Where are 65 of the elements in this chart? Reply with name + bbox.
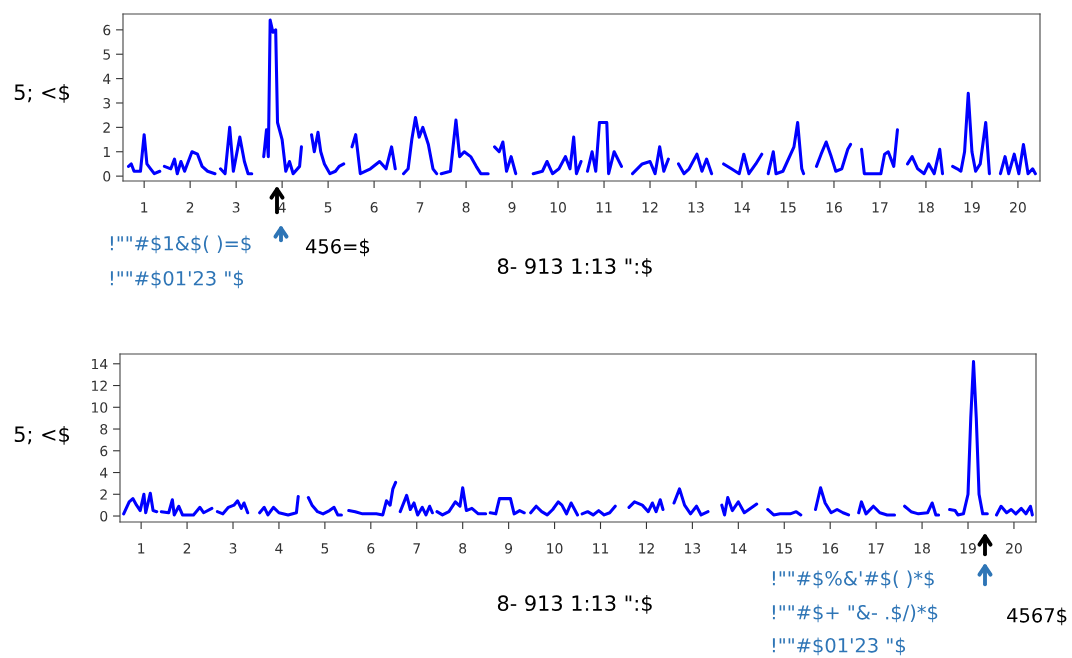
- x-tick-label: 11: [593, 543, 609, 554]
- x-tick-label: 13: [685, 543, 701, 554]
- x-tick-label: 4: [275, 543, 283, 554]
- y-tick-label: 14: [92, 358, 108, 370]
- x-tick-label: 11: [596, 202, 612, 213]
- y-axis-title: 5; <$: [14, 425, 70, 445]
- x-tick-label: 12: [642, 202, 658, 213]
- x-tick-label: 10: [550, 202, 566, 213]
- x-tick-label: 19: [964, 202, 980, 213]
- x-tick-label: 2: [183, 543, 191, 554]
- y-tick-label: 5: [103, 49, 110, 60]
- x-tick-label: 8: [462, 202, 470, 213]
- x-tick-label: 16: [826, 202, 842, 213]
- x-tick-label: 7: [413, 543, 420, 554]
- y-tick-label: 4: [103, 73, 111, 84]
- x-tick-label: 20: [1006, 543, 1022, 554]
- x-tick-label: 3: [232, 202, 240, 213]
- text: !""#$1&$( )=$: [110, 235, 251, 254]
- x-axis-title: 8- 913 1:13 ":$: [497, 257, 652, 277]
- x-tick-label: 1: [138, 543, 145, 554]
- x-tick-label: 9: [505, 543, 513, 554]
- x-tick-label: 8: [459, 543, 467, 554]
- x-tick-label: 17: [872, 202, 888, 213]
- text: 4567$: [1007, 607, 1067, 626]
- text: !""#$01'23 "$: [772, 637, 906, 656]
- x-tick-label: 9: [508, 202, 516, 213]
- y-tick-label: 6: [100, 445, 108, 457]
- x-tick-label: 13: [688, 202, 704, 213]
- x-tick-label: 16: [822, 543, 839, 554]
- x-tick-label: 19: [960, 543, 976, 554]
- x-tick-label: 5: [324, 202, 332, 213]
- text: !""#$+ "&- .$/)*$: [772, 604, 938, 623]
- text: !""#$01'23 "$: [110, 270, 244, 289]
- x-tick-label: 17: [868, 543, 884, 554]
- x-tick-label: 10: [547, 543, 563, 554]
- x-tick-label: 15: [780, 202, 796, 213]
- y-tick-label: 6: [103, 24, 111, 36]
- x-tick-label: 1: [141, 202, 148, 213]
- y-tick-label: 4: [100, 467, 108, 478]
- x-axis-title: 8- 913 1:13 ":$: [497, 594, 652, 614]
- y-tick-label: 2: [103, 122, 110, 133]
- y-tick-label: 10: [92, 402, 108, 413]
- x-tick-label: 2: [186, 202, 194, 213]
- x-tick-label: 12: [639, 543, 654, 554]
- y-tick-label: 3: [103, 97, 111, 109]
- y-tick-label: 8: [100, 424, 108, 435]
- y-tick-label: 0: [100, 510, 108, 522]
- x-tick-label: 20: [1010, 202, 1026, 213]
- text: !""#$%&'#$( )*$: [772, 570, 934, 589]
- x-tick-label: 3: [229, 543, 237, 554]
- x-tick-label: 7: [416, 202, 424, 213]
- x-tick-label: 18: [914, 543, 930, 554]
- y-axis-title: 5; <$: [14, 83, 70, 103]
- y-tick-label: 1: [103, 146, 110, 158]
- x-tick-label: 15: [776, 543, 792, 554]
- x-tick-label: 6: [370, 202, 378, 213]
- x-tick-label: 14: [734, 202, 751, 213]
- x-tick-label: 6: [367, 543, 375, 554]
- x-tick-label: 14: [731, 543, 747, 554]
- text: 456=$: [305, 238, 370, 257]
- x-tick-label: 18: [918, 202, 934, 213]
- x-tick-label: 5: [321, 543, 329, 554]
- y-tick-label: 0: [103, 171, 111, 182]
- y-tick-label: 12: [92, 380, 107, 391]
- y-tick-label: 2: [100, 489, 107, 500]
